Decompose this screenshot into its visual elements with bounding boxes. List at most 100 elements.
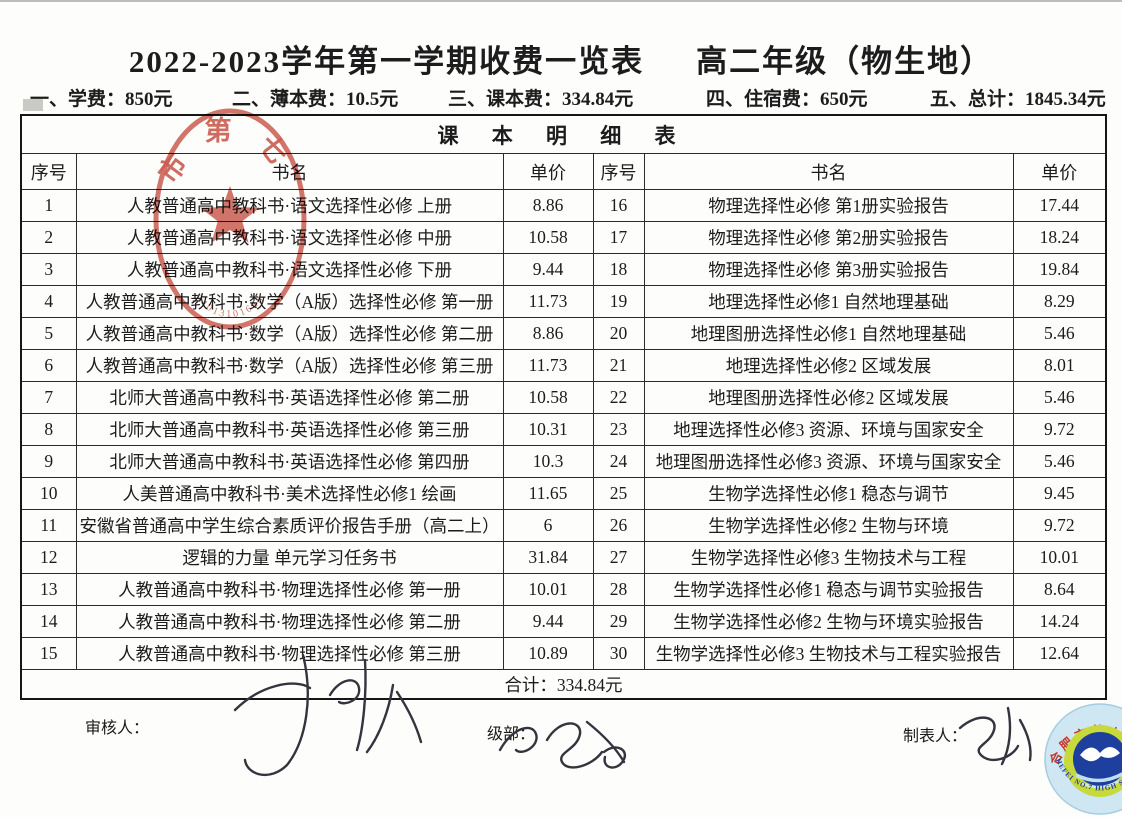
cell-book-name: 逻辑的力量 单元学习任务书	[75, 541, 504, 574]
table-row: 10 人美普通高中教科书·美术选择性必修1 绘画 11.65 25 生物学选择性…	[20, 477, 1107, 510]
cell-price: 19.84	[1012, 253, 1107, 286]
cell-price: 10.01	[1012, 541, 1107, 574]
cell-book-name: 地理选择性必修2 区域发展	[643, 349, 1014, 382]
cell-book-name: 物理选择性必修 第2册实验报告	[643, 221, 1014, 254]
cell-price: 9.44	[502, 605, 594, 638]
cell-book-name: 人教普通高中教科书·数学（A版）选择性必修 第三册	[75, 349, 504, 382]
cell-price: 10.31	[502, 413, 594, 446]
seal-ring	[153, 108, 307, 330]
cell-seq: 20	[592, 317, 645, 350]
cell-price: 9.44	[502, 253, 594, 286]
cell-seq: 9	[20, 445, 77, 478]
fee-accommodation: 四、住宿费：650元	[706, 89, 868, 110]
cell-seq: 1	[20, 189, 77, 222]
table-row: 3 人教普通高中教科书·语文选择性必修 下册 9.44 18 物理选择性必修 第…	[20, 253, 1107, 286]
cell-price: 31.84	[502, 541, 594, 574]
cell-price: 12.64	[1012, 637, 1107, 670]
cell-seq: 17	[592, 221, 645, 254]
cell-price: 11.65	[502, 477, 594, 510]
cell-price: 17.44	[1012, 189, 1107, 222]
fee-notebook: 二、薄本费：10.5元	[232, 89, 399, 110]
table-row: 6 人教普通高中教科书·数学（A版）选择性必修 第三册 11.73 21 地理选…	[20, 349, 1107, 382]
table-row: 11 安徽省普通高中学生综合素质评价报告手册（高二上） 6 26 生物学选择性必…	[20, 509, 1107, 542]
cell-price: 10.01	[502, 573, 594, 606]
preparer-label: 制表人：	[903, 728, 968, 745]
cell-seq: 19	[592, 285, 645, 318]
cell-price: 5.46	[1012, 317, 1107, 350]
cell-seq: 12	[20, 541, 77, 574]
cell-seq: 8	[20, 413, 77, 446]
school-badge: 合肥市第七中学 HEFEI NO.7 HIGH SCHOOL	[1044, 703, 1122, 815]
col-header-seq-right: 序号	[592, 153, 645, 190]
cell-seq: 4	[20, 285, 77, 318]
cell-price: 9.45	[1012, 477, 1107, 510]
fee-summary-row: 一、学费：850元 二、薄本费：10.5元 三、课本费：334.84元 四、住宿…	[0, 84, 1122, 112]
cell-price: 10.89	[502, 637, 594, 670]
cell-book-name: 物理选择性必修 第3册实验报告	[643, 253, 1014, 286]
table-row: 12 逻辑的力量 单元学习任务书 31.84 27 生物学选择性必修3 生物技术…	[20, 541, 1107, 574]
col-header-price-left: 单价	[502, 153, 594, 190]
seal-serial: 34013101688	[193, 293, 265, 320]
badge-bird-icon	[1080, 747, 1120, 762]
col-header-book-right: 书名	[643, 153, 1014, 190]
document-title: 2022-2023学年第一学期收费一览表 高二年级（物生地）	[0, 36, 1122, 81]
cell-seq: 24	[592, 445, 645, 478]
seal-arc-text: 市第七	[152, 115, 283, 188]
cell-book-name: 地理选择性必修1 自然地理基础	[643, 285, 1014, 318]
cell-seq: 21	[592, 349, 645, 382]
cell-book-name: 生物学选择性必修1 稳态与调节	[643, 477, 1014, 510]
cell-price: 11.73	[502, 285, 594, 318]
cell-seq: 5	[20, 317, 77, 350]
cell-book-name: 人教普通高中教科书·物理选择性必修 第三册	[75, 637, 504, 670]
cell-seq: 16	[592, 189, 645, 222]
official-seal: 市第七 34013101688	[152, 108, 307, 330]
cell-price: 8.64	[1012, 573, 1107, 606]
cell-price: 8.29	[1012, 285, 1107, 318]
cell-seq: 18	[592, 253, 645, 286]
cell-seq: 28	[592, 573, 645, 606]
cell-price: 8.86	[502, 189, 594, 222]
cell-seq: 3	[20, 253, 77, 286]
scan-artifact	[23, 99, 43, 111]
svg-text:34013101688: 34013101688	[193, 293, 268, 320]
cell-price: 6	[502, 509, 594, 542]
cell-book-name: 物理选择性必修 第1册实验报告	[643, 189, 1014, 222]
badge-swoosh	[1075, 772, 1122, 783]
cell-price: 10.58	[502, 221, 594, 254]
cell-price: 10.3	[502, 445, 594, 478]
cell-price: 5.46	[1012, 381, 1107, 414]
cell-price: 11.73	[502, 349, 594, 382]
cell-price: 5.46	[1012, 445, 1107, 478]
cell-seq: 25	[592, 477, 645, 510]
cell-price: 8.86	[502, 317, 594, 350]
cell-book-name: 生物学选择性必修2 生物与环境	[643, 509, 1014, 542]
col-header-seq-left: 序号	[20, 153, 77, 190]
cell-seq: 30	[592, 637, 645, 670]
cell-price: 9.72	[1012, 413, 1107, 446]
table-row: 14 人教普通高中教科书·物理选择性必修 第二册 9.44 29 生物学选择性必…	[20, 605, 1107, 638]
col-header-price-right: 单价	[1012, 153, 1107, 190]
fee-total: 五、总计：1845.34元	[930, 89, 1106, 110]
cell-seq: 11	[20, 509, 77, 542]
cell-book-name: 地理选择性必修3 资源、环境与国家安全	[643, 413, 1014, 446]
cell-seq: 10	[20, 477, 77, 510]
fee-textbook: 三、课本费：334.84元	[448, 89, 634, 110]
cell-book-name: 北师大普通高中教科书·英语选择性必修 第三册	[75, 413, 504, 446]
cell-book-name: 人教普通高中教科书·物理选择性必修 第二册	[75, 605, 504, 638]
cell-seq: 26	[592, 509, 645, 542]
cell-book-name: 安徽省普通高中学生综合素质评价报告手册（高二上）	[75, 509, 504, 542]
cell-book-name: 地理图册选择性必修3 资源、环境与国家安全	[643, 445, 1014, 478]
table-row: 8 北师大普通高中教科书·英语选择性必修 第三册 10.31 23 地理选择性必…	[20, 413, 1107, 446]
scan-top-edge	[0, 0, 1122, 2]
table-row: 7 北师大普通高中教科书·英语选择性必修 第二册 10.58 22 地理图册选择…	[20, 381, 1107, 414]
table-row: 15 人教普通高中教科书·物理选择性必修 第三册 10.89 30 生物学选择性…	[20, 637, 1107, 670]
table-row: 9 北师大普通高中教科书·英语选择性必修 第四册 10.3 24 地理图册选择性…	[20, 445, 1107, 478]
fee-tuition: 一、学费：850元	[30, 89, 173, 110]
cell-price: 9.72	[1012, 509, 1107, 542]
cell-book-name: 北师大普通高中教科书·英语选择性必修 第四册	[75, 445, 504, 478]
document-title-grade: 高二年级（物生地）	[696, 44, 994, 79]
cell-book-name: 地理图册选择性必修1 自然地理基础	[643, 317, 1014, 350]
table-header-row: 序号 书名 单价 序号 书名 单价	[20, 153, 1107, 190]
cell-price: 8.01	[1012, 349, 1107, 382]
cell-book-name: 生物学选择性必修3 生物技术与工程	[643, 541, 1014, 574]
